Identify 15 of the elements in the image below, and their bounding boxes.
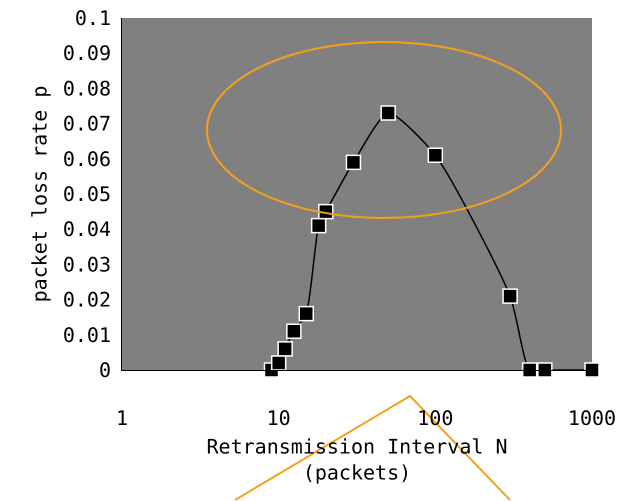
y-tick-label: 0.02 [62,288,111,312]
y-tick-label: 0.06 [62,146,111,171]
y-tick-label: 0.08 [62,76,111,100]
y-axis-title: packet loss rate p [27,86,52,302]
y-tick-label: 0.07 [62,112,111,136]
x-tick-label: 10 [266,406,291,430]
x-tick-label: 1000 [568,406,616,430]
y-tick-label: 0.01 [62,322,111,347]
x-tick-label: 1 [116,406,128,430]
y-tick-label: 0.04 [62,217,111,242]
y-tick-label: 0.05 [62,182,111,206]
y-tick-label: 0.03 [62,252,111,276]
y-tick-label: 0.09 [62,41,111,66]
y-tick-label: 0 [98,358,111,382]
y-tick-label: 0.1 [74,6,111,30]
